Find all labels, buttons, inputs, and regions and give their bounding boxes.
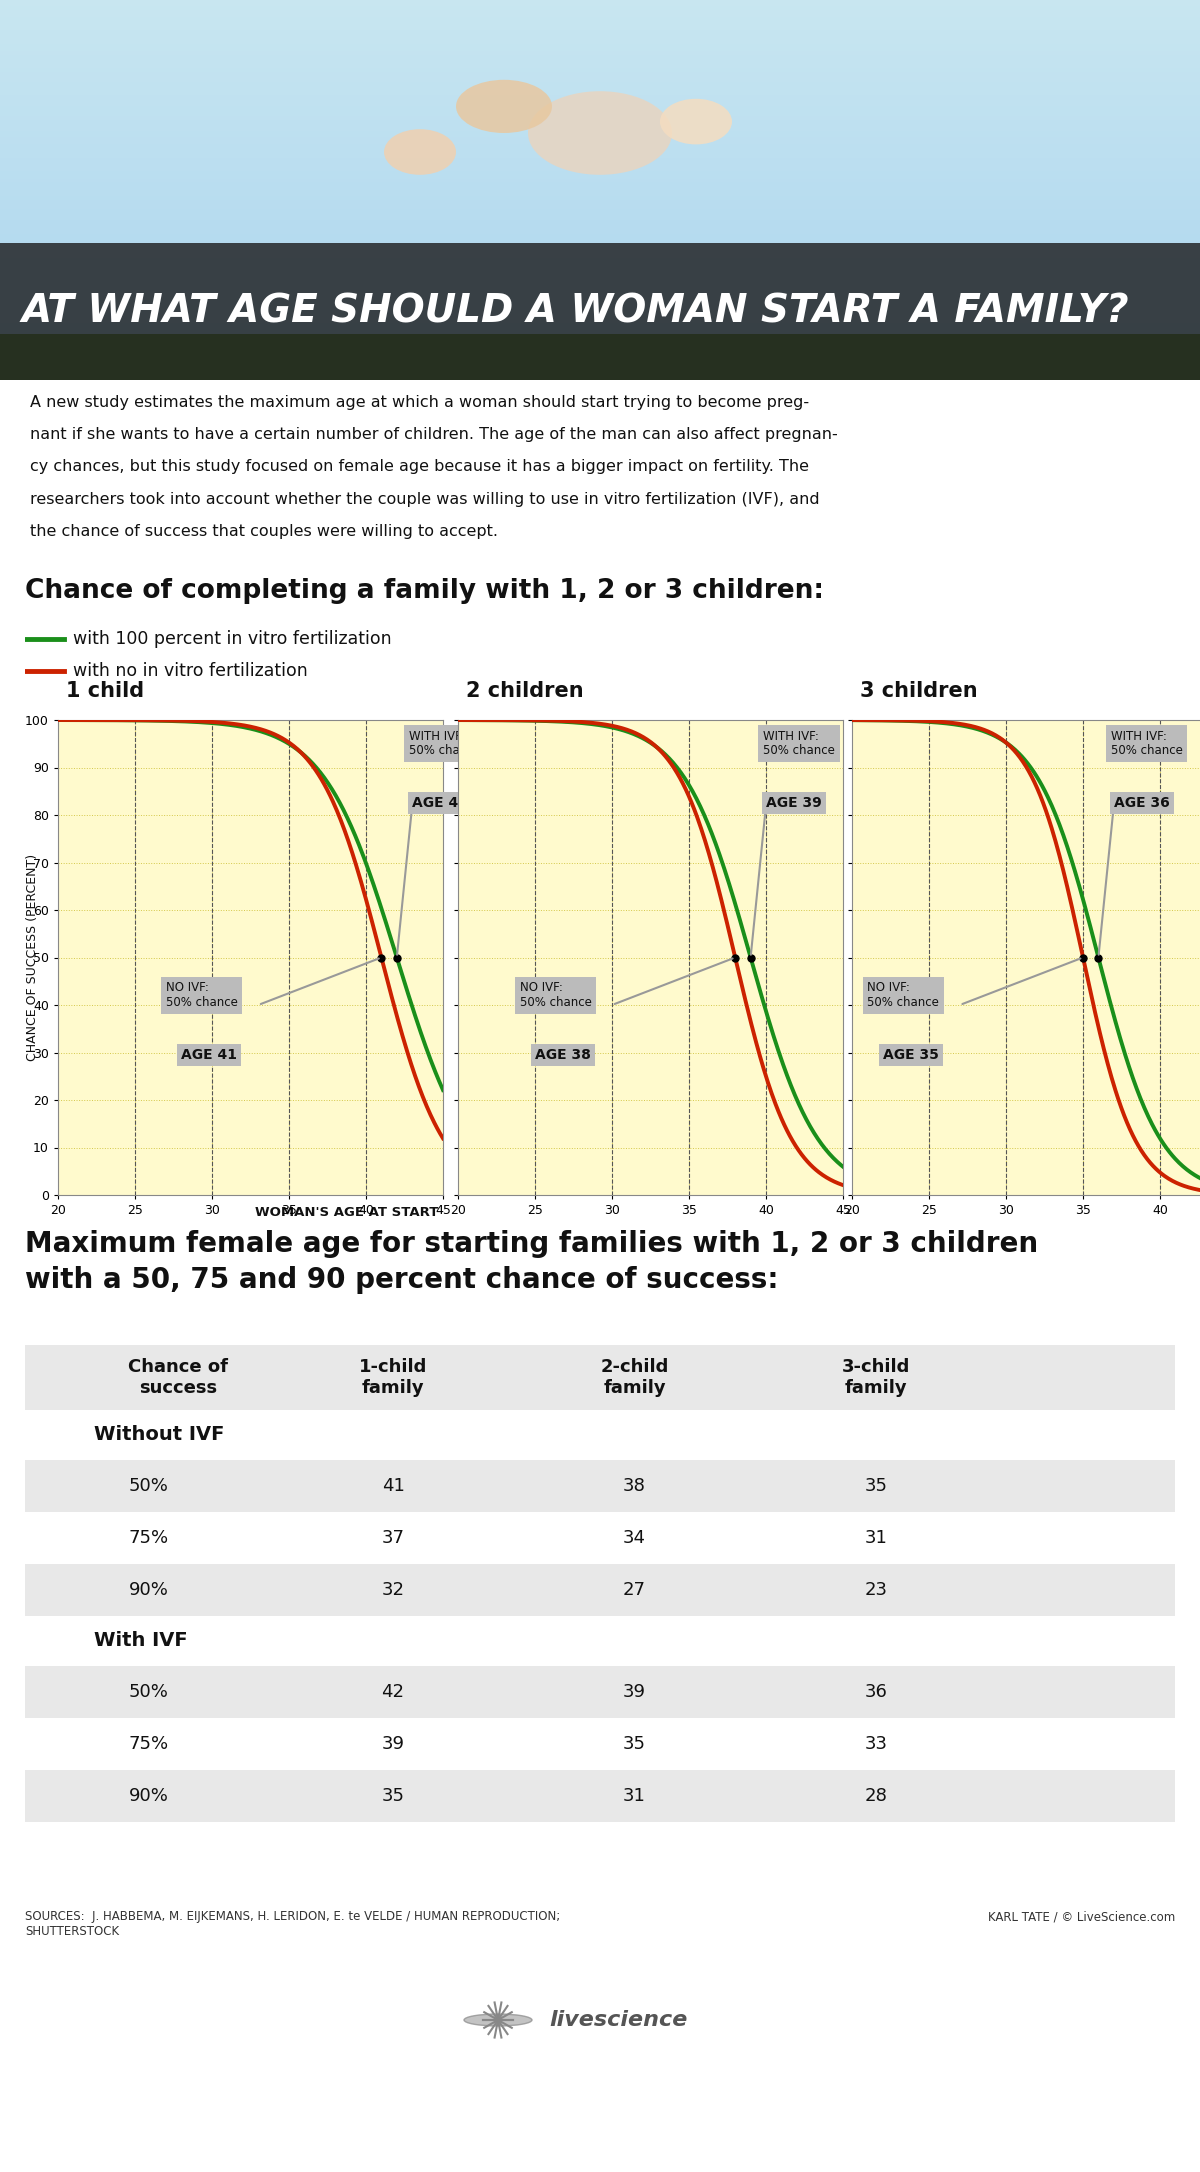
Text: KARL TATE / © LiveScience.com: KARL TATE / © LiveScience.com xyxy=(988,1909,1175,1922)
Ellipse shape xyxy=(528,91,672,174)
Text: 41: 41 xyxy=(382,1477,404,1494)
Bar xyxy=(25,1666,1175,1718)
Text: 1-child
family: 1-child family xyxy=(359,1358,427,1397)
Text: 31: 31 xyxy=(623,1788,646,1805)
Text: 75%: 75% xyxy=(128,1735,169,1753)
Text: NO IVF:
50% chance: NO IVF: 50% chance xyxy=(166,982,238,1010)
Text: 27: 27 xyxy=(623,1581,646,1599)
Text: 36: 36 xyxy=(864,1683,888,1701)
Text: 50%: 50% xyxy=(128,1683,168,1701)
Text: NO IVF:
50% chance: NO IVF: 50% chance xyxy=(520,982,592,1010)
Text: 2 children: 2 children xyxy=(466,682,583,702)
Text: 3-child
family: 3-child family xyxy=(842,1358,910,1397)
Text: 1 child: 1 child xyxy=(66,682,144,702)
Text: CHANCE OF SUCCESS (PERCENT): CHANCE OF SUCCESS (PERCENT) xyxy=(26,854,40,1062)
Text: 75%: 75% xyxy=(128,1529,169,1546)
Text: AGE 39: AGE 39 xyxy=(766,795,822,810)
Text: 28: 28 xyxy=(864,1788,888,1805)
Text: 39: 39 xyxy=(623,1683,646,1701)
Text: AGE 36: AGE 36 xyxy=(1114,795,1170,810)
Text: A new study estimates the maximum age at which a woman should start trying to be: A new study estimates the maximum age at… xyxy=(30,395,809,411)
Ellipse shape xyxy=(456,80,552,132)
Bar xyxy=(0,243,1200,380)
Text: 37: 37 xyxy=(382,1529,404,1546)
Text: 50%: 50% xyxy=(128,1477,168,1494)
Bar xyxy=(25,1410,1175,1460)
Text: with 100 percent in vitro fertilization: with 100 percent in vitro fertilization xyxy=(73,630,391,647)
Text: Maximum female age for starting families with 1, 2 or 3 children
with a 50, 75 a: Maximum female age for starting families… xyxy=(25,1229,1038,1295)
Text: 39: 39 xyxy=(382,1735,404,1753)
Text: 35: 35 xyxy=(382,1788,404,1805)
Text: 42: 42 xyxy=(382,1683,404,1701)
Text: With IVF: With IVF xyxy=(94,1631,187,1651)
Text: livescience: livescience xyxy=(550,2009,688,2031)
Bar xyxy=(25,1460,1175,1512)
Text: the chance of success that couples were willing to accept.: the chance of success that couples were … xyxy=(30,523,498,539)
Text: AGE 35: AGE 35 xyxy=(883,1047,938,1062)
Text: AGE 42: AGE 42 xyxy=(413,795,468,810)
Bar xyxy=(0,334,1200,380)
Text: 38: 38 xyxy=(623,1477,646,1494)
Text: AGE 41: AGE 41 xyxy=(181,1047,238,1062)
Text: 31: 31 xyxy=(864,1529,888,1546)
Text: WITH IVF:
50% chance: WITH IVF: 50% chance xyxy=(763,730,835,758)
Text: with no in vitro fertilization: with no in vitro fertilization xyxy=(73,662,307,680)
Ellipse shape xyxy=(384,128,456,174)
Text: 33: 33 xyxy=(864,1735,888,1753)
Bar xyxy=(25,1512,1175,1564)
Circle shape xyxy=(464,2013,532,2026)
Text: AT WHAT AGE SHOULD A WOMAN START A FAMILY?: AT WHAT AGE SHOULD A WOMAN START A FAMIL… xyxy=(22,293,1129,330)
Text: WITH IVF:
50% chance: WITH IVF: 50% chance xyxy=(409,730,481,758)
Bar xyxy=(25,1344,1175,1410)
Text: 34: 34 xyxy=(623,1529,646,1546)
Text: 90%: 90% xyxy=(128,1581,168,1599)
Text: Chance of completing a family with 1, 2 or 3 children:: Chance of completing a family with 1, 2 … xyxy=(25,578,824,604)
Text: 90%: 90% xyxy=(128,1788,168,1805)
Bar xyxy=(25,1770,1175,1822)
Text: Without IVF: Without IVF xyxy=(94,1425,224,1444)
Text: WITH IVF:
50% chance: WITH IVF: 50% chance xyxy=(1111,730,1182,758)
Text: 32: 32 xyxy=(382,1581,404,1599)
Text: 2-child
family: 2-child family xyxy=(600,1358,668,1397)
Bar xyxy=(25,1616,1175,1666)
Text: researchers took into account whether the couple was willing to use in vitro fer: researchers took into account whether th… xyxy=(30,491,820,506)
Text: AGE 38: AGE 38 xyxy=(535,1047,590,1062)
Text: 3 children: 3 children xyxy=(859,682,977,702)
Text: SOURCES:  J. HABBEMA, M. EIJKEMANS, H. LERIDON, E. te VELDE / HUMAN REPRODUCTION: SOURCES: J. HABBEMA, M. EIJKEMANS, H. LE… xyxy=(25,1909,560,1937)
Text: WOMAN'S AGE AT START: WOMAN'S AGE AT START xyxy=(256,1205,439,1218)
Bar xyxy=(25,1718,1175,1770)
Text: 35: 35 xyxy=(623,1735,646,1753)
Text: 35: 35 xyxy=(864,1477,888,1494)
Text: nant if she wants to have a certain number of children. The age of the man can a: nant if she wants to have a certain numb… xyxy=(30,428,838,443)
Text: 23: 23 xyxy=(864,1581,888,1599)
Text: NO IVF:
50% chance: NO IVF: 50% chance xyxy=(868,982,940,1010)
Bar xyxy=(25,1564,1175,1616)
Ellipse shape xyxy=(660,98,732,143)
Text: Chance of
success: Chance of success xyxy=(128,1358,228,1397)
Text: cy chances, but this study focused on female age because it has a bigger impact : cy chances, but this study focused on fe… xyxy=(30,458,809,473)
